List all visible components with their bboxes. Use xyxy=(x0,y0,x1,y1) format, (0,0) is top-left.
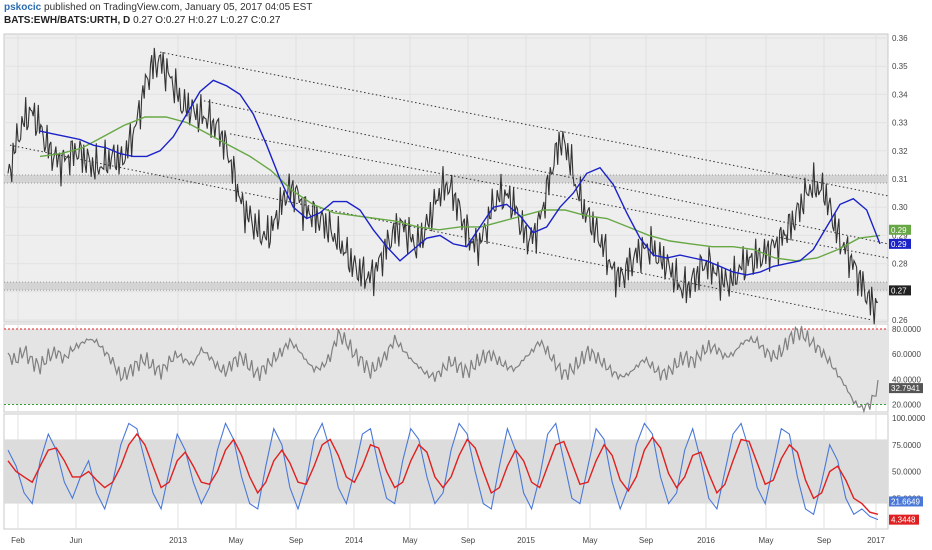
x-tick-label: Sep xyxy=(461,536,476,545)
stoch-k-line xyxy=(7,421,879,521)
support-band xyxy=(4,175,888,183)
y-tick-label: 0.28 xyxy=(892,260,908,269)
trend-channel-line xyxy=(199,99,889,245)
last-value-tag xyxy=(889,285,911,296)
y-tick-label: 0.29 xyxy=(892,231,908,240)
chart-header: pskocic published on TradingView.com, Ja… xyxy=(4,2,312,26)
y-tick-label: 0.36 xyxy=(892,34,908,43)
rsi-y-tick-label: 20.0000 xyxy=(892,400,921,409)
sma-fast-line xyxy=(39,79,881,276)
stoch-y-tick-label: 100.0000 xyxy=(892,414,926,423)
x-tick-label: 2013 xyxy=(169,536,187,545)
x-tick-label: 2016 xyxy=(697,536,715,545)
rsi-line xyxy=(7,325,879,414)
y-tick-label: 0.33 xyxy=(892,119,908,128)
rsi-last-label: 32.7941 xyxy=(891,384,920,393)
y-tick-label: 0.34 xyxy=(892,90,908,99)
x-tick-label: 2017 xyxy=(867,536,885,545)
x-tick-label: Sep xyxy=(817,536,832,545)
x-tick-label: May xyxy=(582,536,597,545)
y-tick-label: 0.32 xyxy=(892,147,908,156)
stoch-k-tag xyxy=(889,496,923,507)
x-tick-label: Sep xyxy=(639,536,654,545)
stoch-d-tag xyxy=(889,514,919,525)
symbol-label: BATS:EWH/BATS:URTH, D xyxy=(4,15,131,26)
y-tick-label: 0.26 xyxy=(892,316,908,325)
x-tick-label: 2014 xyxy=(345,536,363,545)
price-line xyxy=(7,47,879,325)
stoch-band xyxy=(4,439,888,504)
last-value-label: 0.29 xyxy=(891,240,907,249)
published-text: published on TradingView.com, January 05… xyxy=(44,2,313,13)
stoch-y-tick-label: 75.0000 xyxy=(892,441,921,450)
x-tick-label: May xyxy=(758,536,773,545)
support-band xyxy=(4,282,888,291)
last-value-label: 0.27 xyxy=(891,286,907,295)
rsi-y-tick-label: 60.0000 xyxy=(892,350,921,359)
stoch-y-tick-label: 50.0000 xyxy=(892,468,921,477)
last-value-label: 0.29 xyxy=(891,226,907,235)
y-tick-label: 0.30 xyxy=(892,203,908,212)
x-tick-label: May xyxy=(402,536,417,545)
y-tick-label: 0.31 xyxy=(892,175,908,184)
x-tick-label: Sep xyxy=(289,536,304,545)
y-tick-label: 0.35 xyxy=(892,62,908,71)
ohlc-values: 0.27 O:0.27 H:0.27 L:0.27 C:0.27 xyxy=(133,15,281,26)
sma-slow-line xyxy=(39,116,881,262)
last-value-tag xyxy=(889,224,911,235)
stoch-k-label: 21.6649 xyxy=(891,497,920,506)
rsi-last-tag xyxy=(889,383,923,394)
author-name[interactable]: pskocic xyxy=(4,2,42,13)
stoch-d-label: 4.3448 xyxy=(891,516,916,525)
x-tick-label: May xyxy=(228,536,243,545)
rsi-y-tick-label: 80.0000 xyxy=(892,325,921,334)
x-tick-label: 2015 xyxy=(517,536,535,545)
stoch-d-line xyxy=(7,432,879,515)
x-tick-label: Feb xyxy=(11,536,25,545)
last-value-tag xyxy=(889,238,911,249)
x-tick-label: Jun xyxy=(70,536,83,545)
rsi-y-tick-label: 40.0000 xyxy=(892,375,921,384)
